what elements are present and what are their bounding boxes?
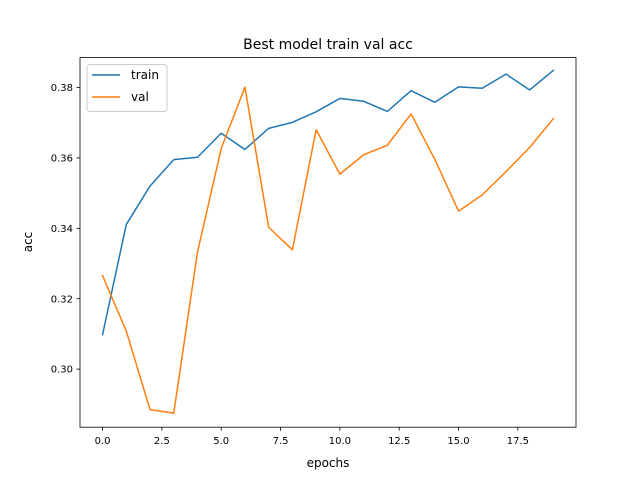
series-line-val <box>101 86 555 414</box>
x-tick-label: 2.5 <box>154 436 170 447</box>
x-tick-label: 7.5 <box>273 436 289 447</box>
plot-frame <box>79 57 577 428</box>
y-axis-label: acc <box>21 232 35 253</box>
x-tick-label: 12.5 <box>388 436 410 447</box>
x-tick-label: 0.0 <box>95 436 111 447</box>
y-tick-label: 0.38 <box>51 83 73 94</box>
x-axis: 0.0 2.5 5.0 7.5 10.0 12.5 15.0 17.5 <box>95 427 529 447</box>
x-axis-label: epochs <box>307 456 350 470</box>
y-tick-label: 0.36 <box>51 154 73 165</box>
y-axis: 0.30 0.32 0.34 0.36 0.38 <box>51 83 80 376</box>
y-tick-label: 0.34 <box>51 224 73 235</box>
y-tick-label: 0.30 <box>51 365 73 376</box>
x-tick-label: 5.0 <box>213 436 229 447</box>
x-tick-label: 15.0 <box>447 436 469 447</box>
x-tick-label: 17.5 <box>507 436 529 447</box>
plot-area <box>101 69 555 414</box>
legend: train val <box>86 64 168 112</box>
legend-label-train: train <box>131 68 159 82</box>
legend-label-val: val <box>131 90 149 104</box>
chart-title: Best model train val acc <box>243 37 413 53</box>
y-tick-label: 0.32 <box>51 294 73 305</box>
legend-box <box>86 64 168 112</box>
series-line-train <box>101 69 555 336</box>
x-tick-label: 10.0 <box>329 436 351 447</box>
